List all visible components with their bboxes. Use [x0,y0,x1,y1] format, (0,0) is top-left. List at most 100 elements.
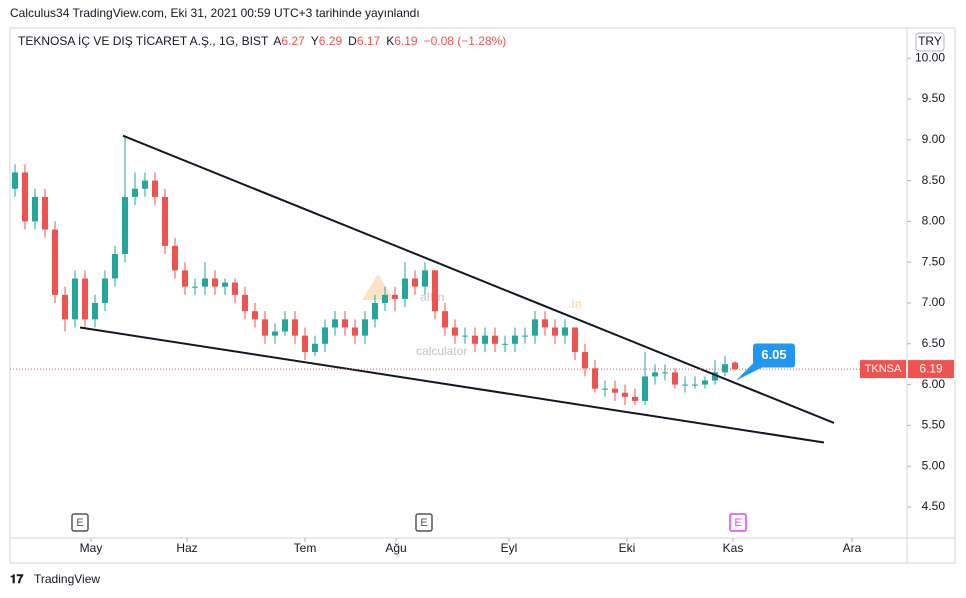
event-label: E [734,517,741,529]
high-value: 6.29 [319,34,343,48]
candle-body [532,319,538,336]
candle-body [12,172,18,189]
candle-body [282,319,288,332]
y-tick-label: 5.00 [922,458,946,472]
callout-box [753,343,795,368]
candle-body [52,229,58,295]
candle-body [142,180,148,189]
trendline [79,326,825,444]
candle-body [22,172,28,222]
y-tick-label: 4.50 [922,499,946,513]
candle-body [302,335,308,352]
candle-body [62,294,68,320]
candle-body [732,362,738,370]
candle-body [222,282,228,287]
candle-body [422,270,428,287]
y-tick-label: 10.00 [915,50,945,64]
footer: 𝟏𝟕 TradingView [10,572,100,586]
candle-body [642,376,648,401]
candle-body [562,327,568,336]
currency[interactable]: TRY [918,34,942,48]
footer-brand: TradingView [34,572,100,586]
currency-box[interactable] [915,32,945,52]
candle-body [542,319,548,328]
candle-body [622,392,628,397]
candle-body [522,335,528,337]
candle-body [712,372,718,381]
candle-body [452,327,458,336]
event-label: E [76,517,83,529]
ticker-label: TKNSA [865,363,902,375]
symbol: TEKNOSA İÇ VE DIŞ TİCARET A.Ş., 1G, BIST [18,34,269,48]
close-label: K [386,34,394,48]
candle-body [162,196,168,246]
candle-body [512,335,518,344]
callout-label: 6.05 [761,347,786,362]
candle-body [362,319,368,336]
candle-body [332,319,338,328]
y-tick-label: 8.50 [922,173,946,187]
candle-body [262,319,268,336]
frame [9,27,956,564]
candle-body [612,388,618,393]
candle-body [342,319,348,328]
event-marker [71,513,89,532]
candle-body [122,196,128,255]
x-tick-label: May [80,541,103,555]
candle-body [592,368,598,389]
legend: TEKNOSA İÇ VE DIŞ TİCARET A.Ş., 1G, BIST… [18,34,506,48]
candle-body [92,302,98,320]
watermark-icon [362,274,394,300]
footer-logo: 𝟏𝟕 [10,572,24,586]
candle-body [662,372,668,374]
y-tick-label: 8.00 [922,214,946,228]
candle-body [502,343,508,345]
y-tick-label: 6.50 [922,336,946,350]
event-marker [729,513,747,532]
last-price-box [908,360,954,379]
candle-body [132,188,138,197]
candle-body [442,311,448,328]
candle-body [692,384,698,386]
candle-body [382,294,388,303]
y-tick-label: 7.00 [922,295,946,309]
x-tick-label: Tem [294,541,317,555]
candle-body [192,286,198,288]
candle-body [602,388,608,390]
candle-body [652,372,658,377]
candle-body [112,254,118,279]
candle-body [682,384,688,386]
candle-body [412,278,418,287]
candle-body [212,278,218,287]
candle-body [472,335,478,344]
open-label: A [273,34,281,48]
change: −0.08 (−1.28%) [424,34,507,48]
x-tick-label: Eki [619,541,636,555]
y-tick-label: 6.00 [922,377,946,391]
candle-body [482,335,488,344]
event-marker [415,513,433,532]
candle-body [272,331,278,336]
x-tick-label: Ara [843,541,862,555]
event-label: E [420,517,427,529]
y-tick-label: 9.50 [922,91,946,105]
candle-body [702,380,708,385]
y-tick-label: 5.50 [922,418,946,432]
x-tick-label: Haz [176,541,197,555]
y-tick-label: 9.00 [922,132,946,146]
candle-body [82,278,88,320]
candle-body [552,327,558,336]
candle-body [172,245,178,271]
candle-body [402,278,408,299]
x-tick-label: Eyl [501,541,518,555]
candle-body [462,335,468,337]
y-tick-label: 7.50 [922,254,946,268]
x-tick-label: Ağu [385,541,406,555]
low-value: 6.17 [357,34,381,48]
candle-body [182,270,188,287]
candle-body [392,294,398,299]
